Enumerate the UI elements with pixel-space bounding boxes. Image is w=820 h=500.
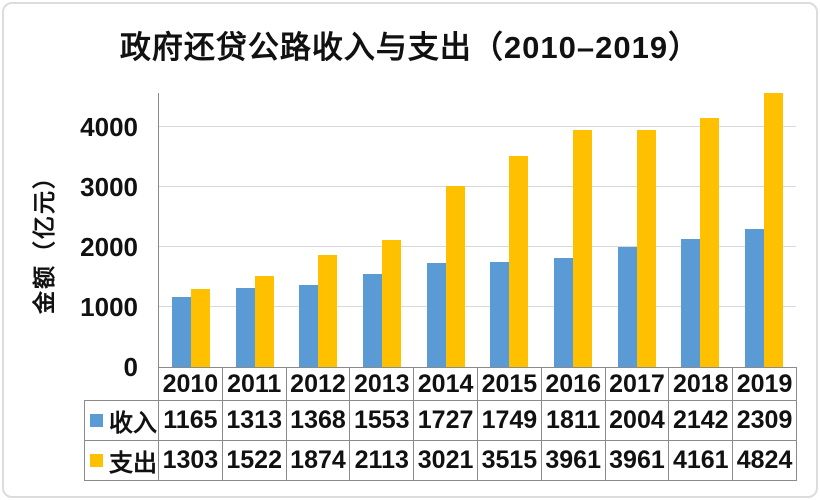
gridline-1000 — [159, 306, 796, 308]
table-value-支出-2012: 1874 — [286, 441, 351, 481]
bar-收入-2012 — [299, 285, 319, 367]
table-row-收入: 收入 1165 1313 1368 1553 1727 1749 1811 2004 2142 23… — [85, 401, 797, 441]
legend-label-支出: 支出 — [109, 450, 157, 477]
bar-支出-2014 — [445, 186, 465, 367]
table-value-支出-2017: 3961 — [605, 441, 670, 481]
table-value-收入-2019: 2309 — [733, 401, 797, 441]
bar-支出-2015 — [509, 156, 529, 367]
legend-cell-收入: 收入 — [85, 401, 159, 441]
x-axis-category-row: 2010 2011 2012 2013 2014 2015 2016 2017 2018 2019 — [158, 367, 797, 400]
bar-收入-2013 — [362, 274, 382, 367]
bar-支出-2011 — [254, 276, 274, 367]
table-value-支出-2016: 3961 — [541, 441, 606, 481]
table-value-收入-2018: 2142 — [669, 401, 734, 441]
bar-支出-2017 — [636, 130, 656, 367]
x-axis-label-2017: 2017 — [606, 368, 670, 400]
table-value-支出-2019: 4824 — [733, 441, 797, 481]
x-axis-label-2010: 2010 — [159, 368, 223, 400]
table-value-支出-2018: 4161 — [669, 441, 734, 481]
bar-group-2013 — [350, 93, 414, 367]
bar-支出-2010 — [190, 289, 210, 367]
bar-收入-2017 — [617, 247, 637, 367]
y-tick-label-2000: 2000 — [80, 232, 138, 263]
table-value-收入-2012: 1368 — [286, 401, 351, 441]
gridline-4000 — [159, 126, 796, 128]
y-tick-label-1000: 1000 — [80, 292, 138, 323]
bar-收入-2014 — [426, 263, 446, 367]
y-axis-tick-labels: 0 1000 2000 3000 4000 — [0, 0, 138, 400]
bar-收入-2016 — [554, 258, 574, 367]
bar-group-2012 — [286, 93, 350, 367]
x-axis-label-2016: 2016 — [542, 368, 606, 400]
table-value-收入-2017: 2004 — [605, 401, 670, 441]
x-axis-label-2018: 2018 — [669, 368, 734, 400]
bar-group-2017 — [605, 93, 669, 367]
bar-支出-2019 — [764, 93, 784, 367]
bar-group-2015 — [478, 93, 542, 367]
table-value-收入-2016: 1811 — [541, 401, 606, 441]
bars-layer — [159, 93, 796, 367]
bar-收入-2010 — [171, 297, 191, 367]
bar-收入-2019 — [745, 229, 765, 367]
legend-swatch-收入 — [90, 414, 103, 427]
bar-收入-2015 — [490, 262, 510, 367]
bar-支出-2013 — [381, 240, 401, 367]
table-value-支出-2010: 1303 — [159, 441, 223, 481]
bar-支出-2012 — [318, 255, 338, 367]
table-value-收入-2010: 1165 — [159, 401, 223, 441]
x-axis-label-2012: 2012 — [287, 368, 351, 400]
bar-group-2011 — [223, 93, 287, 367]
bar-收入-2011 — [235, 288, 255, 367]
x-axis-label-2015: 2015 — [478, 368, 542, 400]
table-value-支出-2015: 3515 — [477, 441, 542, 481]
gridline-3000 — [159, 186, 796, 188]
bar-group-2019 — [732, 93, 796, 367]
plot-area — [158, 93, 796, 367]
x-axis-label-2013: 2013 — [350, 368, 415, 400]
gridline-2000 — [159, 246, 796, 248]
x-axis-label-2011: 2011 — [223, 368, 287, 400]
table-value-收入-2015: 1749 — [477, 401, 542, 441]
table-value-支出-2013: 2113 — [350, 441, 415, 481]
bar-支出-2018 — [700, 118, 720, 367]
legend-label-收入: 收入 — [109, 410, 157, 437]
chart-title: 政府还贷公路收入与支出（2010–2019） — [119, 30, 701, 65]
bar-group-2010 — [159, 93, 223, 367]
legend-swatch-支出 — [90, 454, 103, 467]
x-axis-label-2019: 2019 — [736, 369, 793, 398]
bar-group-2018 — [669, 93, 733, 367]
y-tick-label-4000: 4000 — [80, 112, 138, 143]
y-tick-label-3000: 3000 — [80, 172, 138, 203]
data-table: 收入 1165 1313 1368 1553 1727 1749 1811 2004 2142 23… — [84, 400, 797, 481]
table-value-支出-2011: 1522 — [222, 441, 287, 481]
bar-group-2016 — [541, 93, 605, 367]
x-axis-label-2014: 2014 — [414, 368, 478, 400]
table-value-收入-2014: 1727 — [414, 401, 478, 441]
bar-group-2014 — [414, 93, 478, 367]
y-tick-label-0: 0 — [123, 352, 138, 382]
bar-支出-2016 — [573, 130, 593, 367]
table-value-收入-2011: 1313 — [222, 401, 287, 441]
legend-cell-支出: 支出 — [85, 441, 159, 481]
bar-收入-2018 — [681, 239, 701, 367]
table-value-收入-2013: 1553 — [350, 401, 415, 441]
table-value-支出-2014: 3021 — [414, 441, 478, 481]
table-row-支出: 支出 1303 1522 1874 2113 3021 3515 3961 3961 4161 48… — [85, 441, 797, 481]
